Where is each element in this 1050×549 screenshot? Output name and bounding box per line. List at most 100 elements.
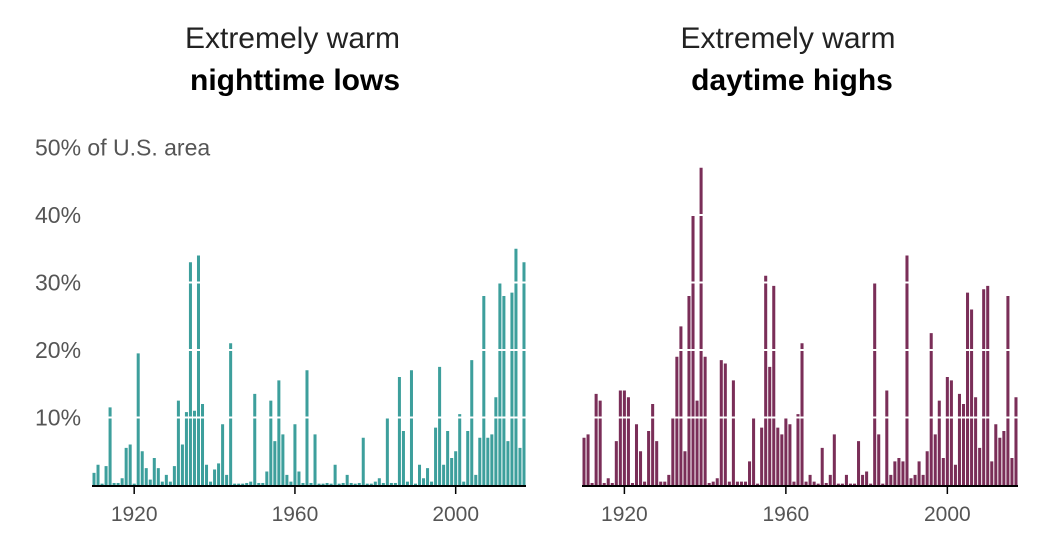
bar-1970	[824, 482, 828, 485]
bar-1989	[409, 370, 413, 485]
bar-2004	[961, 404, 966, 485]
bar-1976	[848, 483, 852, 485]
bar-1927	[651, 404, 655, 485]
y-axis-labels: 10% 20% 30% 40% 50% of U.S. area	[35, 135, 210, 431]
bar-1995	[925, 451, 929, 485]
bar-1979	[369, 483, 373, 485]
bar-2003	[957, 393, 961, 486]
bar-2017	[1014, 397, 1018, 485]
bar-1961	[788, 424, 792, 485]
bar-1919	[618, 390, 622, 485]
bar-1975	[844, 474, 848, 486]
bar-1962	[792, 481, 796, 486]
bar-1991	[418, 464, 422, 485]
bar-1981	[869, 483, 873, 485]
bar-2005	[474, 474, 478, 486]
bar-2003	[466, 431, 470, 485]
bar-1949	[739, 481, 743, 486]
bar-1940	[703, 356, 707, 485]
bar-1972	[832, 434, 836, 486]
bar-1960	[784, 417, 788, 485]
bar-1939	[699, 167, 703, 485]
bar-1939	[209, 481, 213, 486]
bar-1966	[317, 483, 321, 485]
bar-1990	[413, 483, 417, 485]
y-tick-label-30: 30%	[35, 270, 81, 296]
bar-1938	[695, 400, 699, 486]
bar-1970	[333, 464, 337, 485]
bar-1982	[873, 282, 877, 485]
bar-1921	[136, 353, 140, 486]
bar-1999	[450, 458, 454, 485]
bar-2015	[1006, 296, 1010, 485]
bar-2016	[518, 447, 522, 486]
bar-2013	[506, 441, 510, 486]
bar-1986	[397, 377, 401, 485]
bar-1959	[780, 434, 784, 486]
bar-2015	[514, 248, 518, 485]
bar-1924	[148, 479, 152, 485]
bar-1962	[301, 482, 305, 485]
bar-2010	[494, 397, 498, 485]
bar-1988	[405, 481, 409, 486]
bar-1913	[104, 466, 108, 485]
bar-1913	[594, 393, 598, 486]
bar-1942	[711, 481, 715, 486]
bar-1922	[140, 451, 144, 485]
bar-2010	[986, 285, 990, 486]
bar-1983	[385, 417, 389, 485]
bar-2001	[458, 414, 462, 486]
bar-1923	[634, 424, 639, 485]
bar-1997	[442, 464, 446, 485]
bar-1911	[586, 434, 590, 486]
bar-1964	[309, 482, 313, 485]
bar-1951	[748, 461, 752, 486]
bar-2011	[990, 461, 994, 486]
bar-1978	[365, 483, 369, 485]
bar-1924	[639, 451, 643, 485]
bar-2000	[454, 451, 458, 485]
bar-1948	[245, 482, 249, 485]
bar-2006	[970, 309, 974, 485]
bar-1931	[176, 400, 180, 486]
bar-1984	[881, 483, 885, 485]
bar-2012	[994, 424, 998, 485]
bar-1971	[828, 474, 832, 486]
bar-2007	[482, 296, 486, 485]
bar-1977	[852, 483, 857, 485]
bar-1987	[893, 461, 897, 486]
bar-1919	[128, 444, 132, 485]
bar-2009	[982, 289, 986, 485]
bar-2016	[1010, 458, 1014, 485]
bar-2001	[949, 380, 953, 486]
bar-1973	[345, 474, 349, 486]
bar-1954	[269, 400, 273, 486]
daytime-highs-chart: Extremely warm daytime highs 1920 1960 200…	[582, 22, 1018, 526]
bar-1972	[341, 482, 345, 485]
bar-1987	[401, 431, 405, 485]
bar-2002	[953, 464, 957, 485]
bar-2013	[998, 437, 1002, 485]
bar-1960	[293, 424, 297, 485]
bars	[582, 167, 1018, 486]
bar-1952	[752, 417, 756, 485]
bar-1956	[768, 366, 772, 486]
y-tick-label-10: 10%	[35, 405, 81, 431]
bar-1996	[929, 333, 933, 486]
bar-2011	[498, 282, 502, 485]
bar-1968	[325, 482, 329, 485]
bar-1974	[840, 483, 844, 485]
bar-2005	[966, 292, 970, 486]
bar-1965	[313, 434, 317, 486]
bar-1966	[808, 474, 812, 486]
chart-title-line1: Extremely warm	[680, 22, 895, 55]
bar-1932	[180, 444, 184, 485]
bar-1926	[156, 468, 160, 486]
bar-1953	[265, 471, 269, 485]
bar-1994	[430, 481, 434, 486]
x-tick-label-1960: 1960	[763, 503, 810, 526]
bar-1925	[643, 481, 647, 486]
bar-1961	[297, 471, 301, 485]
bar-1936	[196, 255, 200, 485]
